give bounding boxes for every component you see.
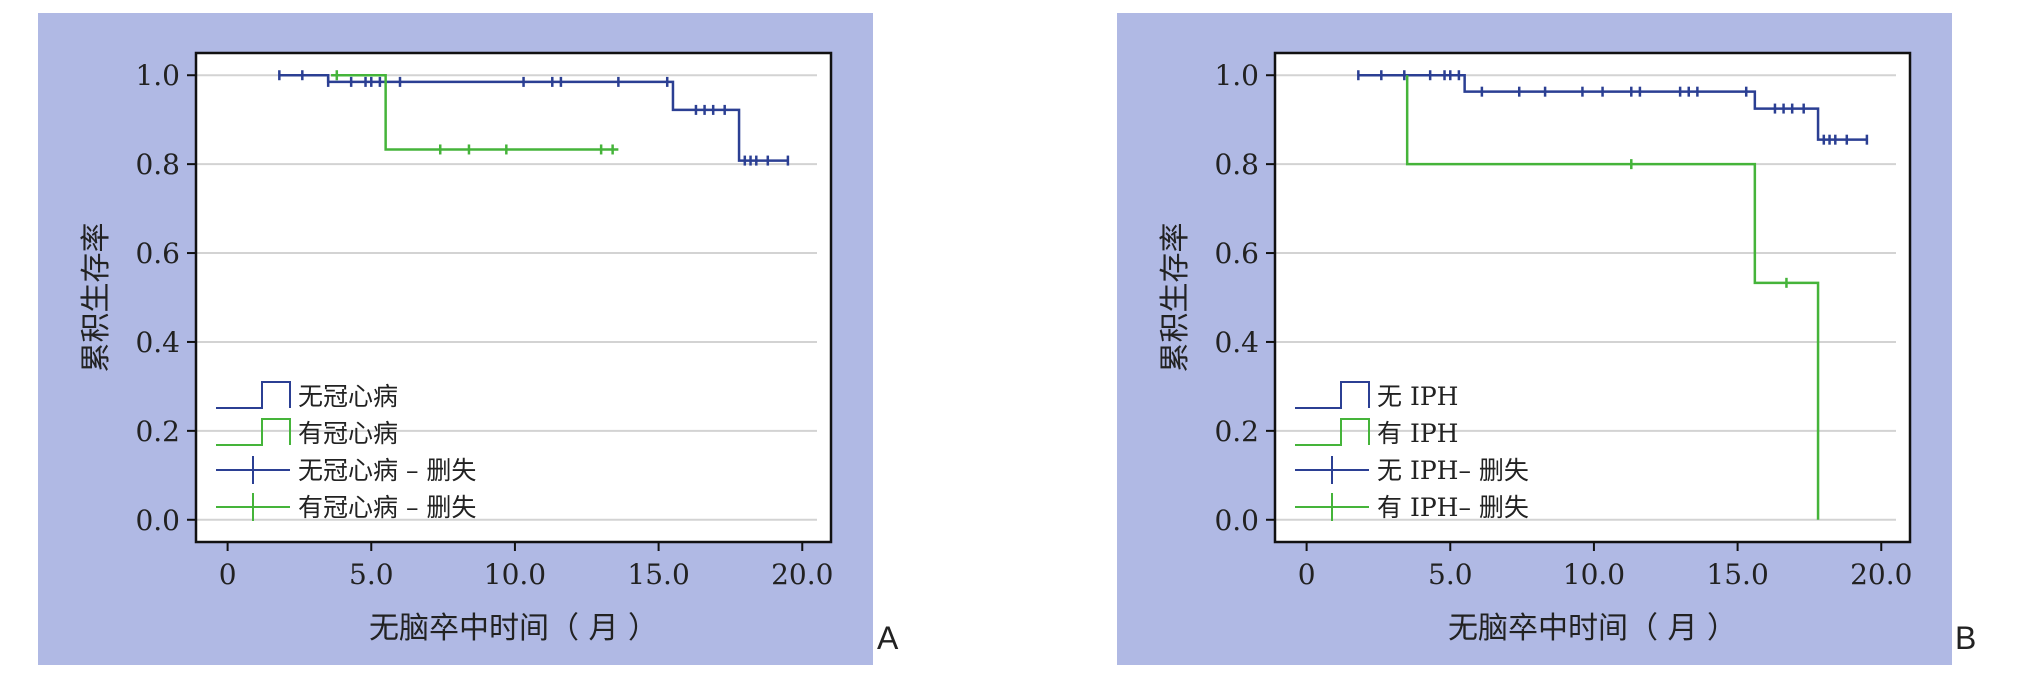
x-tick-label: 20.0	[1850, 558, 1912, 591]
legend-entry-label: 有冠心病	[298, 419, 398, 448]
legend-step-swatch	[1295, 381, 1370, 409]
legend-step-swatch	[1295, 418, 1370, 446]
y-tick-label: 0.6	[135, 237, 180, 270]
y-tick-label: 0.8	[1214, 148, 1259, 181]
x-tick-label: 0	[219, 558, 237, 591]
legend-entry-label: 有冠心病 – 删失	[298, 493, 476, 522]
chart-panel-b: 0.0 0.2 0.4 0.6 0.8 1.0 0 5.0 10.0 15.0 20.0 无脑卒中时间…	[1117, 13, 1952, 665]
km-curve-series-2	[331, 73, 619, 151]
plot-frame	[1273, 51, 1912, 544]
x-tick-label: 5.0	[1428, 558, 1473, 591]
plot-frame	[194, 51, 833, 544]
x-tick-label: 10.0	[484, 558, 546, 591]
legend-entry-label: 无冠心病	[298, 382, 398, 411]
legend-entry-label: 有 IPH	[1377, 419, 1458, 448]
y-tick-label: 0.4	[135, 326, 180, 359]
x-tick-label: 5.0	[349, 558, 394, 591]
km-chart-b: 0.0 0.2 0.4 0.6 0.8 1.0 0 5.0 10.0 15.0 20.0 无脑卒中时间…	[1158, 51, 1912, 646]
legend-entry-label: 有 IPH– 删失	[1377, 493, 1529, 522]
legend-step-swatch	[216, 381, 291, 409]
y-tick-label: 0.2	[1214, 415, 1259, 448]
y-axis-title: 累积生存率	[1158, 223, 1193, 373]
y-tick-label: 0.6	[1214, 237, 1259, 270]
legend-step-swatch	[216, 418, 291, 446]
plot-area	[196, 53, 831, 542]
x-axis-title: 无脑卒中时间（ 月 ）	[369, 611, 658, 646]
km-curve-series-1	[279, 73, 788, 162]
y-tick-label: 0.0	[1214, 504, 1259, 537]
km-curve-series-1	[1358, 73, 1867, 141]
legend-entry-label: 无冠心病 – 删失	[298, 456, 476, 485]
legend-entry-label: 无 IPH	[1377, 382, 1458, 411]
km-curve-series-2	[1405, 75, 1820, 520]
y-tick-label: 1.0	[1214, 59, 1259, 92]
panel-label-a: A	[877, 620, 899, 656]
y-tick-label: 1.0	[135, 59, 180, 92]
panel-label-b: B	[1955, 620, 1977, 656]
x-tick-label: 15.0	[627, 558, 689, 591]
x-tick-label: 10.0	[1563, 558, 1625, 591]
plot-area	[1275, 53, 1910, 542]
x-tick-label: 15.0	[1706, 558, 1768, 591]
y-tick-label: 0.4	[1214, 326, 1259, 359]
y-tick-label: 0.0	[135, 504, 180, 537]
legend-entry-label: 无 IPH– 删失	[1377, 456, 1529, 485]
x-tick-label: 20.0	[771, 558, 833, 591]
x-axis-title: 无脑卒中时间（ 月 ）	[1448, 611, 1737, 646]
km-chart-a: 0.0 0.2 0.4 0.6 0.8 1.0 0 5.0 10.0 15.0 20.0 无脑卒中时间…	[79, 51, 833, 646]
chart-panel-a: 0.0 0.2 0.4 0.6 0.8 1.0 0 5.0 10.0 15.0 20.0 无脑卒中时间…	[38, 13, 873, 665]
x-tick-label: 0	[1298, 558, 1316, 591]
y-tick-label: 0.2	[135, 415, 180, 448]
y-axis-title: 累积生存率	[79, 223, 114, 373]
y-tick-label: 0.8	[135, 148, 180, 181]
